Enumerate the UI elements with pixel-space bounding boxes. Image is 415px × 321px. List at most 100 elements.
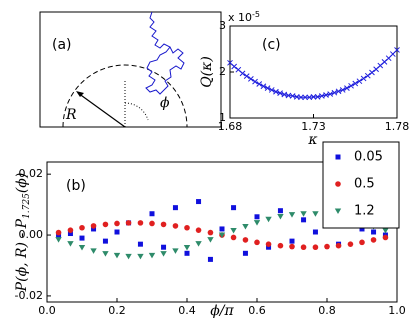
triangle-marker [253,220,261,226]
x-marker [318,93,325,99]
circle-marker [312,244,319,251]
x-marker [231,63,238,70]
circle-marker [207,229,214,236]
circle-marker [137,220,144,226]
x-tick-label: 0.2 [108,304,126,317]
triangle-marker [113,252,121,259]
circle-marker [125,220,132,226]
circle-marker [102,221,109,228]
y-tick-label: 1 [219,111,226,124]
triangle-marker [137,253,144,260]
dashed-circle [62,64,188,128]
y-tick-label: 3 [219,19,226,32]
circle-marker [55,229,62,236]
triangle-marker [300,211,307,217]
y-label-sub: 1.725 [22,193,32,219]
triangle-marker [172,248,179,254]
x-marker [339,87,346,93]
triangle-marker [288,212,296,218]
triangle-marker [265,216,272,223]
square-marker [114,229,120,235]
arrow-head [76,91,84,97]
circle-marker [277,242,284,249]
square-marker [161,244,167,250]
triangle-marker [195,241,202,247]
square-marker [172,205,178,211]
x-marker [248,76,254,82]
triangle-marker [277,213,284,220]
x-marker [298,94,304,101]
x-tick-label: 1.78 [385,120,410,133]
y-label-main: P(ϕ, R) - P [14,218,30,292]
x-marker [360,75,367,82]
triangle-marker [242,224,249,230]
y-axis-label: P(ϕ, R) - P1.725(ϕ) [14,173,32,293]
legend-label: 0.5 [354,177,375,192]
circle-marker [230,234,237,241]
y-tick-label: 2 [219,65,226,78]
y-tick-label: -0.02 [15,289,43,302]
x-marker [310,93,317,100]
random-walk [145,11,185,95]
x-axis-label: ϕ/π [210,303,234,319]
square-marker [149,211,155,217]
panel-frame [39,11,222,128]
circle-marker [114,220,120,227]
square-marker [266,244,272,250]
y-axis-label: Q(κ) [199,56,215,88]
x-tick-label: 0.8 [318,304,336,317]
square-marker [335,154,341,160]
x-tick-label: 0.0 [38,304,56,317]
circle-marker [149,220,155,227]
triangle-marker [148,252,156,259]
scale-base: x 10 [228,11,252,24]
circle-marker [265,241,272,247]
legend: 0.05 0.5 1.2 [322,141,400,229]
x-marker [256,81,263,87]
x-marker [352,80,359,87]
triangle-marker [125,253,132,260]
x-marker [281,91,288,98]
circle-marker [300,244,307,251]
legend-label: 1.2 [354,204,375,219]
x-marker [273,88,279,95]
square-marker [359,226,365,232]
x-marker [252,78,258,85]
circle-marker [359,239,365,246]
curve [229,49,398,98]
square-marker [91,226,97,232]
x-marker [268,87,275,93]
triangle-marker [218,232,226,239]
x-marker [260,83,267,90]
triangle-marker [334,208,342,214]
y-tick-label: 0.00 [19,228,44,241]
circle-marker [242,237,249,243]
radius-label: R [65,107,77,123]
x-marker [364,72,371,79]
x-marker [335,88,342,95]
triangle-marker [312,211,319,217]
triangle-marker [230,227,237,234]
circle-marker [382,234,389,241]
triangle-marker [382,227,389,234]
scale-exponent: -5 [252,10,260,19]
square-marker [289,238,295,244]
square-marker [67,231,73,237]
x-marker [302,94,309,101]
x-marker [323,92,329,98]
circle-marker [67,227,74,233]
x-tick-label: 0.4 [178,304,196,317]
square-marker [312,229,318,235]
square-marker [79,235,85,241]
x-tick-label: 1.68 [218,120,243,133]
square-marker [102,238,108,244]
x-axis-label: κ [307,132,317,148]
triangle-marker [102,251,109,257]
panel-a: (a) R ϕ [39,11,222,128]
panel-label: (a) [52,37,72,53]
triangle-marker [207,237,214,243]
square-marker [137,241,143,247]
x-marker [394,47,400,53]
radius-arrow [77,92,126,128]
